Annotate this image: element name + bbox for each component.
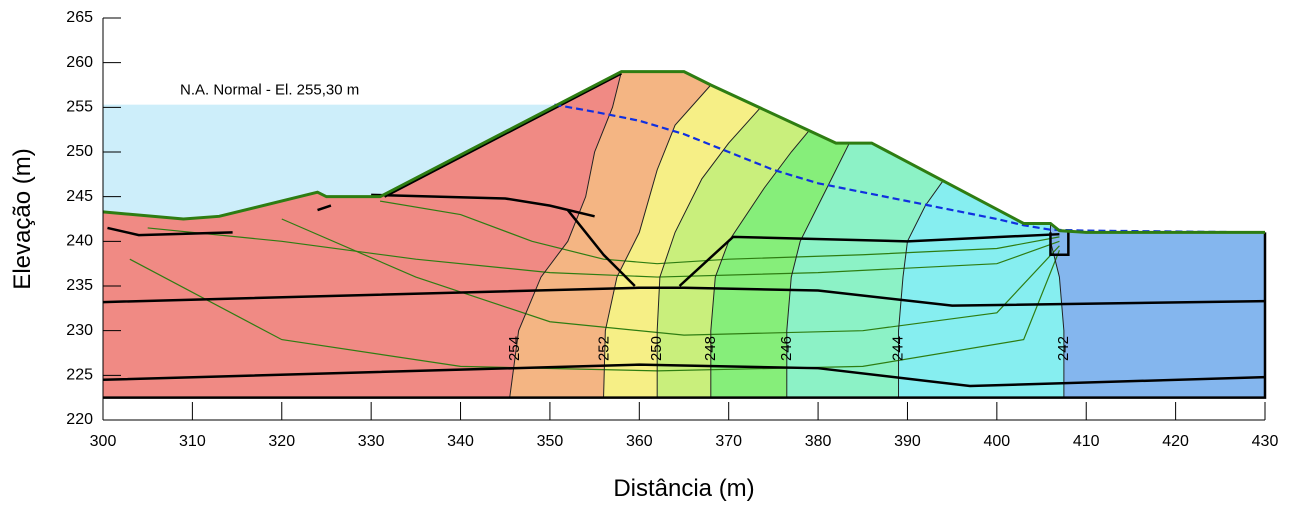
material-boundary	[102, 286, 1266, 307]
y-tick-label: 230	[66, 322, 93, 339]
dam-surface	[102, 70, 1265, 234]
y-tick-label: 240	[66, 233, 93, 250]
x-tick-label: 390	[894, 433, 921, 450]
contour-label: 242	[1055, 336, 1072, 361]
x-tick-label: 430	[1252, 433, 1279, 450]
contour-label: 244	[890, 336, 907, 361]
x-axis-title: Distância (m)	[613, 475, 754, 502]
lines-layer: 254 252 250 248 246 244 242 N.A. Normal - El. 2…	[66, 9, 1278, 450]
phreatic-line	[554, 103, 1266, 234]
x-tick-label: 370	[715, 433, 742, 450]
y-tick-label: 260	[66, 54, 93, 71]
x-tick-label: 330	[358, 433, 385, 450]
material-boundary	[566, 209, 636, 287]
material-boundary	[383, 72, 623, 198]
y-tick-label: 255	[66, 99, 93, 116]
equipotential-line	[603, 84, 712, 398]
contour-label: 246	[778, 336, 795, 361]
head-zone	[509, 71, 711, 398]
material-boundary	[317, 204, 332, 212]
x-tick-label: 420	[1162, 433, 1189, 450]
contour-label: 250	[648, 336, 665, 361]
x-tick-label: 310	[179, 433, 206, 450]
material-boundary	[107, 226, 233, 237]
contour-label: 252	[596, 336, 613, 361]
y-tick-label: 225	[66, 367, 93, 384]
y-tick-label: 245	[66, 188, 93, 205]
x-tick-label: 320	[268, 433, 295, 450]
material-boundary	[102, 363, 1266, 388]
x-tick-label: 380	[805, 433, 832, 450]
x-tick-label: 410	[1073, 433, 1100, 450]
x-tick-label: 350	[537, 433, 564, 450]
y-tick-label: 220	[66, 411, 93, 428]
foundation-edge	[103, 232, 1267, 399]
flow-line	[379, 200, 1060, 265]
head-zone	[898, 71, 1064, 398]
y-tick-label: 235	[66, 277, 93, 294]
flow-line	[281, 218, 1060, 336]
equipotential-line	[786, 142, 850, 398]
x-tick-label: 340	[447, 433, 474, 450]
material-boundary	[1049, 232, 1070, 256]
y-axis-title: Elevação (m)	[9, 148, 36, 289]
y-tick-label: 250	[66, 143, 93, 160]
contour-label: 248	[702, 336, 719, 361]
water-level-label: N.A. Normal - El. 255,30 m	[180, 82, 359, 99]
equipotential-line	[898, 180, 944, 398]
x-tick-label: 360	[626, 433, 653, 450]
equipotential-line	[656, 107, 761, 398]
head-zone	[603, 71, 760, 398]
contour-label: 254	[506, 336, 523, 361]
material-boundary	[371, 193, 595, 218]
flow-line	[147, 227, 1060, 278]
material-boundary	[678, 232, 1060, 287]
y-tick-label: 265	[66, 9, 93, 26]
x-tick-label: 300	[90, 433, 117, 450]
x-tick-label: 400	[983, 433, 1010, 450]
